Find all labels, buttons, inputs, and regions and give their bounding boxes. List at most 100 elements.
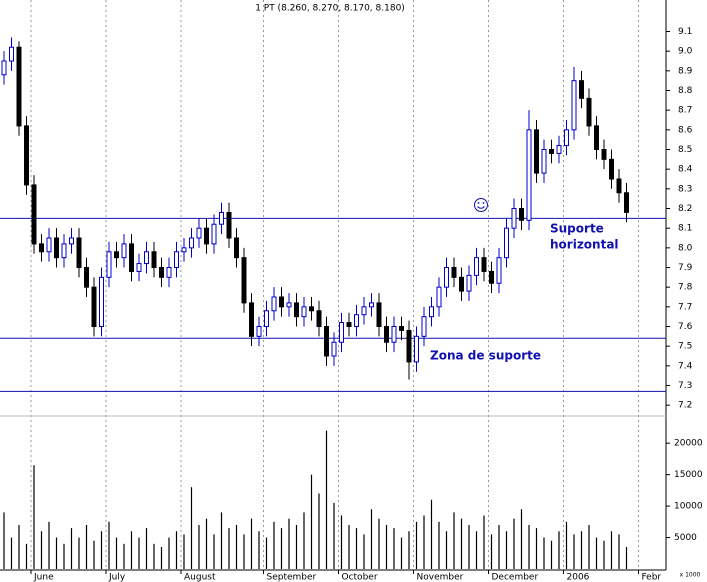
candle-body xyxy=(601,149,607,160)
candle-body xyxy=(331,341,337,357)
candle-body xyxy=(174,251,179,268)
y-tick-label: 10000 xyxy=(674,502,703,512)
candle-body xyxy=(219,211,224,225)
x-tick-label: October xyxy=(342,573,378,582)
y-tick-label: 7.2 xyxy=(678,401,692,411)
candle-body xyxy=(256,326,262,337)
candle-body xyxy=(234,237,239,259)
candle-body xyxy=(579,80,584,99)
candle-body xyxy=(556,145,562,154)
annotation: Suporte xyxy=(550,222,604,236)
candle-body xyxy=(84,267,89,288)
x-tick-label: 2006 xyxy=(567,573,590,582)
candle-body xyxy=(121,243,127,259)
y-tick-label: 7.3 xyxy=(678,381,692,391)
candle-body xyxy=(54,237,59,259)
candle-body xyxy=(99,276,104,328)
candle-body xyxy=(136,263,142,272)
candle-body xyxy=(616,178,622,194)
candle-body xyxy=(519,208,524,221)
candle-body xyxy=(354,314,359,328)
candle-body xyxy=(624,192,629,213)
candle-body xyxy=(324,326,329,357)
x-tick-label: August xyxy=(184,573,216,582)
candle-body xyxy=(159,267,164,278)
candle-body xyxy=(489,270,494,284)
candle-body xyxy=(549,149,554,154)
x-tick-label: Febr xyxy=(642,573,662,582)
candle-body xyxy=(339,322,344,343)
candle-body xyxy=(369,302,374,308)
candle-body xyxy=(46,237,52,253)
candle-body xyxy=(414,335,419,363)
candle-body xyxy=(106,251,112,278)
candle-body xyxy=(594,125,599,151)
x-tick-label: July xyxy=(108,573,126,582)
candle-body xyxy=(406,329,412,363)
candle-body xyxy=(571,80,577,131)
y-tick-label: 8.0 xyxy=(678,243,693,253)
candle-body xyxy=(144,251,149,265)
x-tick-label: June xyxy=(33,573,54,582)
candle-body xyxy=(391,326,397,343)
y-tick-label: 7.6 xyxy=(678,322,693,332)
candle-body xyxy=(69,237,74,245)
candle-body xyxy=(279,296,284,308)
annotation: horizontal xyxy=(550,238,619,252)
candle-body xyxy=(504,227,509,259)
y-tick-label: 8.3 xyxy=(678,184,692,194)
candle-body xyxy=(76,237,82,268)
y-tick-label: 7.5 xyxy=(678,342,692,352)
y-tick-label: 15000 xyxy=(674,470,703,480)
candle-body xyxy=(61,243,67,259)
y-tick-label: 8.7 xyxy=(678,106,692,116)
x-tick-label: September xyxy=(267,573,317,582)
candle-body xyxy=(609,158,614,180)
candle-body xyxy=(39,243,44,253)
candle-body xyxy=(24,125,29,186)
annotation: Zona de suporte xyxy=(430,349,541,363)
candle-body xyxy=(241,257,247,304)
x-tick-label: December xyxy=(492,573,539,582)
candle-body xyxy=(114,251,119,259)
y-tick-label: 9.0 xyxy=(678,47,693,57)
y-tick-label: 8.5 xyxy=(678,145,692,155)
x-tick-label: November xyxy=(417,573,464,582)
y-tick-label: 8.1 xyxy=(678,224,692,234)
candle-body xyxy=(376,302,382,327)
candle-body xyxy=(211,223,217,245)
y-tick-label: 5000 xyxy=(674,533,697,543)
y-tick-label: 7.4 xyxy=(678,361,693,371)
y-tick-label: 7.9 xyxy=(678,263,693,273)
candle-body xyxy=(541,149,547,174)
candle-body xyxy=(166,267,172,278)
volume-unit: x 1000 xyxy=(680,572,701,579)
candle-body xyxy=(196,227,202,239)
candle-body xyxy=(181,247,187,253)
smiley xyxy=(474,198,488,212)
candle-body xyxy=(129,243,134,272)
y-tick-label: 8.8 xyxy=(678,86,693,96)
candle-body xyxy=(31,184,37,245)
candle-body xyxy=(444,267,449,288)
y-tick-label: 8.6 xyxy=(678,125,693,135)
candle-body xyxy=(9,46,14,62)
candle-body xyxy=(511,208,517,229)
candle-body xyxy=(466,274,472,292)
candle-body xyxy=(264,310,269,327)
candle-body xyxy=(564,129,569,147)
candle-body xyxy=(481,257,487,272)
y-tick-label: 20000 xyxy=(674,439,703,449)
y-tick-label: 9.1 xyxy=(678,27,692,37)
candle-body xyxy=(204,227,209,245)
candle-body xyxy=(436,286,442,308)
y-tick-label: 8.9 xyxy=(678,66,693,76)
y-tick-label: 8.2 xyxy=(678,204,692,214)
candle-body xyxy=(309,306,314,312)
candle-body xyxy=(301,306,307,318)
candle-body xyxy=(271,296,277,312)
candle-body xyxy=(526,129,532,221)
candle-body xyxy=(459,276,464,292)
candle-body xyxy=(534,129,539,174)
